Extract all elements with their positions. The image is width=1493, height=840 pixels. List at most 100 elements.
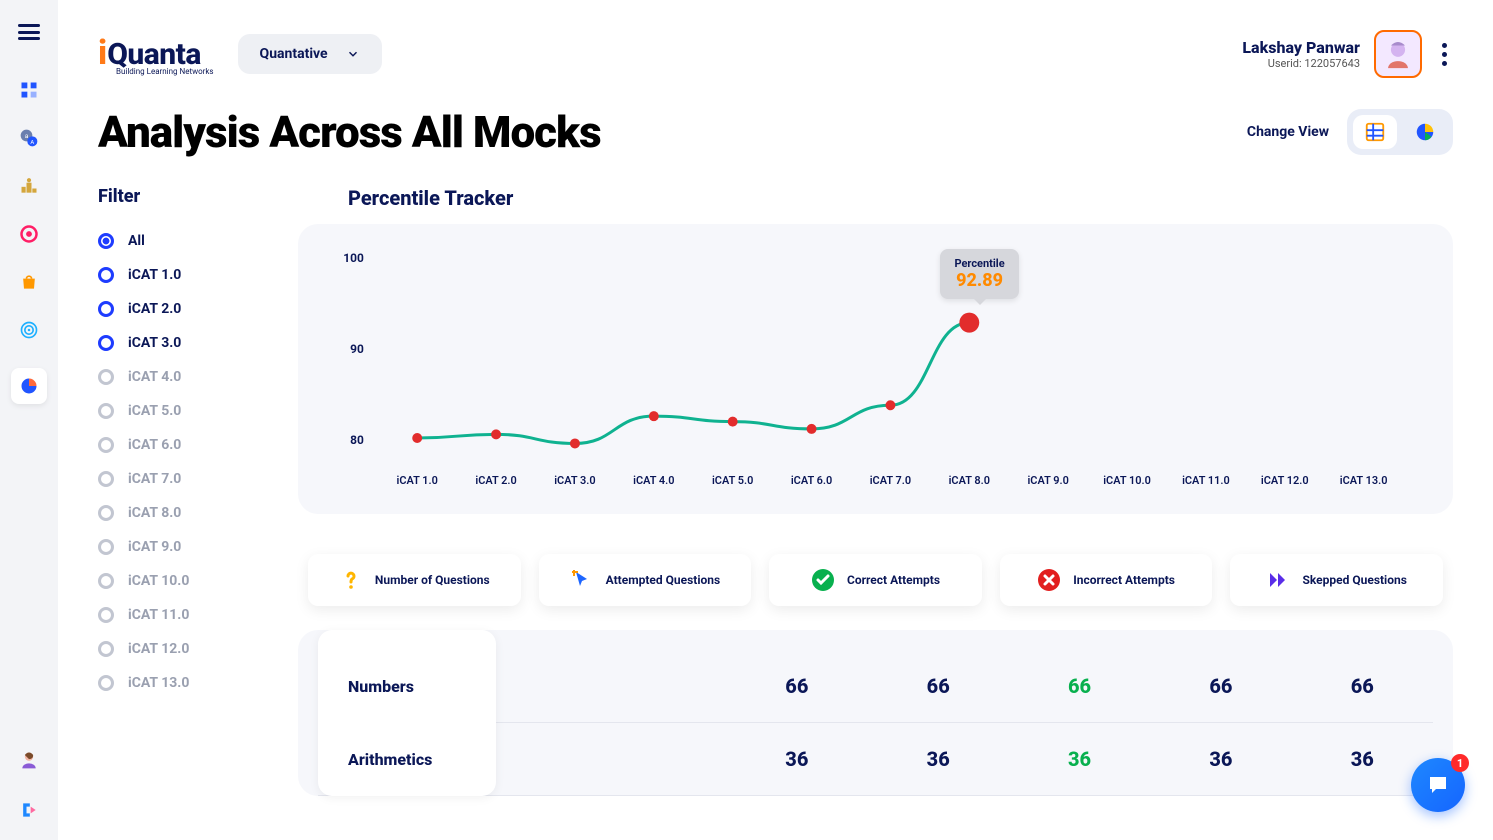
avatar[interactable] — [1374, 30, 1422, 78]
support-avatar-icon[interactable] — [19, 750, 39, 770]
view-pie-button[interactable] — [1403, 115, 1447, 149]
data-table: Numbers6666666666Arithmetics3636363636 — [298, 630, 1453, 796]
table-row: Arithmetics3636363636 — [318, 723, 1433, 796]
filter-label: iCAT 11.0 — [128, 607, 189, 623]
metric-label: Attempted Questions — [606, 573, 721, 587]
target-icon[interactable] — [19, 224, 39, 244]
metric-check[interactable]: Correct Attempts — [769, 554, 982, 606]
cross-icon — [1037, 568, 1061, 592]
dropdown-label: Quantative — [260, 46, 328, 62]
view-table-button[interactable] — [1353, 115, 1397, 149]
filter-panel: Filter All iCAT 1.0 iCAT 2.0 iCAT 3.0 iCAT 4… — [98, 186, 278, 796]
filter-item-icat-7.0[interactable]: iCAT 7.0 — [98, 471, 278, 487]
hamburger-icon[interactable] — [18, 24, 40, 40]
tooltip-value: 92.89 — [954, 270, 1004, 291]
kebab-menu-icon[interactable] — [1436, 37, 1453, 72]
metric-skip[interactable]: Skepped Questions — [1230, 554, 1443, 606]
bag-icon[interactable] — [19, 272, 39, 292]
svg-text:iCAT 2.0: iCAT 2.0 — [475, 474, 516, 487]
cell: 66 — [1292, 650, 1433, 723]
filter-label: iCAT 7.0 — [128, 471, 181, 487]
radio-icon — [98, 369, 114, 385]
svg-text:A: A — [30, 140, 34, 146]
chat-fab[interactable]: 1 — [1411, 758, 1465, 812]
radio-icon — [98, 335, 114, 351]
filter-item-icat-6.0[interactable]: iCAT 6.0 — [98, 437, 278, 453]
filter-item-icat-4.0[interactable]: iCAT 4.0 — [98, 369, 278, 385]
svg-text:iCAT 10.0: iCAT 10.0 — [1103, 474, 1151, 487]
svg-text:iCAT 7.0: iCAT 7.0 — [870, 474, 911, 487]
radio-icon — [98, 403, 114, 419]
cell: 66 — [726, 650, 867, 723]
filter-item-icat-10.0[interactable]: iCAT 10.0 — [98, 573, 278, 589]
topbar: iQuanta Building Learning Networks Quant… — [98, 30, 1453, 78]
chat-badge: 1 — [1451, 754, 1469, 772]
svg-text:iCAT 5.0: iCAT 5.0 — [712, 474, 753, 487]
table-row: Numbers6666666666 — [318, 650, 1433, 723]
radio-icon — [98, 437, 114, 453]
dashboard-icon[interactable] — [19, 80, 39, 100]
svg-text:iCAT 9.0: iCAT 9.0 — [1027, 474, 1068, 487]
filter-label: iCAT 12.0 — [128, 641, 189, 657]
logo[interactable]: iQuanta Building Learning Networks — [98, 33, 214, 76]
metric-label: Incorrect Attempts — [1073, 573, 1175, 587]
svg-text:iCAT 13.0: iCAT 13.0 — [1340, 474, 1388, 487]
radio-icon — [98, 539, 114, 555]
chart-tooltip: Percentile 92.89 — [940, 249, 1018, 299]
radio-icon — [98, 675, 114, 691]
filter-item-icat-5.0[interactable]: iCAT 5.0 — [98, 403, 278, 419]
metric-label: Number of Questions — [375, 573, 490, 587]
filter-label: iCAT 13.0 — [128, 675, 189, 691]
svg-text:a: a — [25, 132, 29, 140]
filter-item-icat-9.0[interactable]: iCAT 9.0 — [98, 539, 278, 555]
user-name: Lakshay Panwar — [1242, 38, 1360, 57]
radio-icon — [98, 641, 114, 657]
svg-text:iCAT 11.0: iCAT 11.0 — [1182, 474, 1230, 487]
filter-item-icat-12.0[interactable]: iCAT 12.0 — [98, 641, 278, 657]
filter-item-icat-3.0[interactable]: iCAT 3.0 — [98, 335, 278, 351]
filter-label: iCAT 4.0 — [128, 369, 181, 385]
section-dropdown[interactable]: Quantative — [238, 34, 382, 74]
radio-icon — [98, 505, 114, 521]
cell: 36 — [726, 723, 867, 796]
user-id: Userid: 122057643 — [1242, 57, 1360, 70]
radio-icon — [98, 267, 114, 283]
radio-icon — [98, 233, 114, 249]
filter-item-all[interactable]: All — [98, 233, 278, 249]
sidebar-rail: aA — [0, 0, 58, 840]
filter-label: iCAT 6.0 — [128, 437, 181, 453]
skip-icon — [1266, 568, 1290, 592]
cell: 36 — [868, 723, 1009, 796]
logo-tagline: Building Learning Networks — [116, 67, 214, 76]
radio-icon — [98, 607, 114, 623]
radar-icon[interactable] — [19, 320, 39, 340]
translate-icon[interactable]: aA — [19, 128, 39, 148]
svg-text:iCAT 8.0: iCAT 8.0 — [949, 474, 990, 487]
filter-item-icat-2.0[interactable]: iCAT 2.0 — [98, 301, 278, 317]
metric-cursor[interactable]: Attempted Questions — [539, 554, 752, 606]
cell: 36 — [1150, 723, 1291, 796]
svg-text:iCAT 12.0: iCAT 12.0 — [1261, 474, 1309, 487]
user-block: Lakshay Panwar Userid: 122057643 — [1242, 38, 1360, 70]
filter-item-icat-8.0[interactable]: iCAT 8.0 — [98, 505, 278, 521]
check-icon — [811, 568, 835, 592]
filter-item-icat-1.0[interactable]: iCAT 1.0 — [98, 267, 278, 283]
logout-icon[interactable] — [19, 800, 39, 820]
svg-text:90: 90 — [350, 342, 364, 356]
filter-title: Filter — [98, 186, 278, 207]
radio-icon — [98, 471, 114, 487]
cell: 66 — [868, 650, 1009, 723]
filter-label: All — [128, 233, 145, 249]
cell: 66 — [1150, 650, 1291, 723]
metric-question[interactable]: Number of Questions — [308, 554, 521, 606]
filter-label: iCAT 1.0 — [128, 267, 181, 283]
filter-label: iCAT 5.0 — [128, 403, 181, 419]
pie-chart-icon[interactable] — [11, 368, 47, 404]
view-switch-label: Change View — [1247, 124, 1329, 140]
filter-item-icat-13.0[interactable]: iCAT 13.0 — [98, 675, 278, 691]
metric-cross[interactable]: Incorrect Attempts — [1000, 554, 1213, 606]
tooltip-label: Percentile — [954, 257, 1004, 270]
radio-icon — [98, 301, 114, 317]
filter-item-icat-11.0[interactable]: iCAT 11.0 — [98, 607, 278, 623]
podium-icon[interactable] — [19, 176, 39, 196]
